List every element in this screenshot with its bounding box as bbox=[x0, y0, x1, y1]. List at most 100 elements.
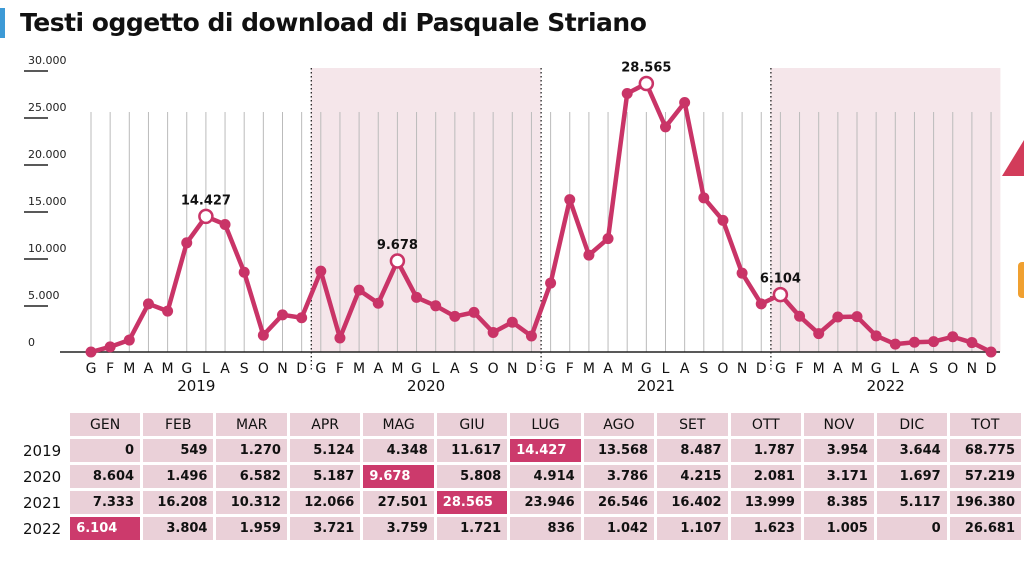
x-tick-label: M bbox=[162, 361, 174, 377]
data-point bbox=[449, 310, 461, 322]
peak-point bbox=[772, 286, 789, 303]
x-tick-label: A bbox=[450, 361, 460, 377]
column-header: TOT bbox=[949, 413, 1021, 436]
column-header: SET bbox=[657, 413, 728, 436]
column-header: FEB bbox=[143, 413, 214, 436]
table-row: 2020 8.604 1.496 6.582 5.187 9.678 5.808 4.914 3… bbox=[23, 465, 1021, 488]
table-cell: 1.697 bbox=[876, 465, 947, 488]
data-point bbox=[525, 330, 537, 342]
table-cell-max: 28.565 bbox=[436, 491, 508, 514]
row-year: 2022 bbox=[23, 519, 62, 538]
data-point bbox=[698, 192, 710, 204]
data-point bbox=[928, 336, 940, 348]
data-point bbox=[181, 237, 193, 249]
shaded-year-2020 bbox=[310, 68, 541, 352]
x-tick-label: M bbox=[391, 361, 403, 377]
x-tick-label: D bbox=[986, 361, 997, 377]
table-cell: 1.042 bbox=[583, 517, 655, 540]
x-tick-label: S bbox=[929, 361, 938, 377]
table-cell: 5.187 bbox=[289, 465, 361, 488]
table-cell: 0 bbox=[876, 517, 947, 540]
table-cell: 3.644 bbox=[876, 439, 947, 462]
y-tick-label: 30.000 bbox=[28, 54, 67, 67]
x-tick-label: L bbox=[662, 361, 670, 377]
table-cell: 549 bbox=[143, 439, 214, 462]
x-tick-label: L bbox=[891, 361, 899, 377]
table-cell-max: 6.104 bbox=[70, 517, 141, 540]
year-label: 2020 bbox=[407, 377, 445, 395]
data-point bbox=[947, 331, 959, 343]
table-cell: 57.219 bbox=[949, 465, 1021, 488]
table-cell: 10.312 bbox=[216, 491, 287, 514]
data-point bbox=[889, 338, 901, 350]
peak-point bbox=[638, 75, 655, 92]
data-point bbox=[487, 326, 499, 338]
data-point bbox=[660, 121, 671, 133]
data-point bbox=[277, 309, 288, 321]
data-point bbox=[334, 332, 346, 344]
table-row: 2022 6.104 3.804 1.959 3.721 3.759 1.721 836 1.0… bbox=[23, 517, 1021, 540]
table-cell: 3.786 bbox=[583, 465, 655, 488]
table-cell: 1.959 bbox=[216, 517, 287, 540]
corner-cell bbox=[23, 413, 67, 436]
x-tick-label: M bbox=[851, 361, 863, 377]
x-tick-label: M bbox=[353, 361, 365, 377]
row-year: 2021 bbox=[23, 493, 62, 512]
data-point bbox=[717, 214, 729, 226]
table-row: 2021 7.333 16.208 10.312 12.066 27.501 28.565 2… bbox=[23, 491, 1021, 514]
data-point bbox=[545, 277, 557, 289]
column-header: MAR bbox=[216, 413, 287, 436]
table-cell: 1.721 bbox=[436, 517, 508, 540]
table-cell: 836 bbox=[510, 517, 581, 540]
table-cell: 1.005 bbox=[803, 517, 874, 540]
data-point bbox=[813, 328, 825, 340]
table-cell: 3.721 bbox=[289, 517, 361, 540]
year-label: 2022 bbox=[867, 377, 905, 395]
x-tick-label: S bbox=[240, 361, 249, 377]
x-tick-label: M bbox=[813, 361, 825, 377]
year-label: 2021 bbox=[637, 377, 675, 395]
x-tick-label: O bbox=[488, 361, 499, 377]
data-point bbox=[564, 194, 576, 206]
data-point bbox=[621, 87, 633, 99]
data-point bbox=[104, 341, 116, 353]
x-tick-label: N bbox=[737, 361, 747, 377]
shaded-year-2022 bbox=[770, 68, 1001, 352]
column-header: DIC bbox=[876, 413, 947, 436]
table-cell: 3.759 bbox=[363, 517, 434, 540]
x-tick-label: A bbox=[833, 361, 843, 377]
x-tick-label: M bbox=[621, 361, 633, 377]
table-cell: 1.496 bbox=[143, 465, 214, 488]
table-cell: 16.208 bbox=[143, 491, 214, 514]
y-tick-label: 5.000 bbox=[28, 289, 60, 302]
data-point bbox=[315, 265, 327, 277]
table-cell: 5.808 bbox=[436, 465, 508, 488]
x-tick-label: A bbox=[220, 361, 230, 377]
data-point bbox=[506, 316, 518, 328]
table-cell: 12.066 bbox=[289, 491, 361, 514]
column-header: OTT bbox=[730, 413, 801, 436]
table-cell: 5.117 bbox=[876, 491, 947, 514]
data-point bbox=[162, 305, 174, 317]
peak-point bbox=[389, 253, 406, 269]
x-tick-label: F bbox=[336, 361, 344, 377]
table-cell: 68.775 bbox=[949, 439, 1021, 462]
table-cell: 6.582 bbox=[216, 465, 287, 488]
x-tick-label: A bbox=[373, 361, 383, 377]
x-tick-label: G bbox=[411, 361, 422, 377]
table-cell: 26.681 bbox=[949, 517, 1021, 540]
x-tick-label: S bbox=[699, 361, 708, 377]
x-tick-label: A bbox=[680, 361, 690, 377]
table-cell: 1.787 bbox=[730, 439, 801, 462]
page-title: Testi oggetto di download di Pasquale St… bbox=[20, 8, 647, 37]
x-tick-label: G bbox=[315, 361, 326, 377]
table-cell: 1.623 bbox=[730, 517, 801, 540]
x-tick-label: M bbox=[123, 361, 135, 377]
table-cell: 2.081 bbox=[730, 465, 801, 488]
data-label: 28.565 bbox=[621, 60, 671, 75]
data-point bbox=[985, 346, 997, 358]
x-tick-label: D bbox=[296, 361, 307, 377]
table-cell-max: 9.678 bbox=[363, 465, 434, 488]
row-year: 2020 bbox=[23, 467, 62, 486]
